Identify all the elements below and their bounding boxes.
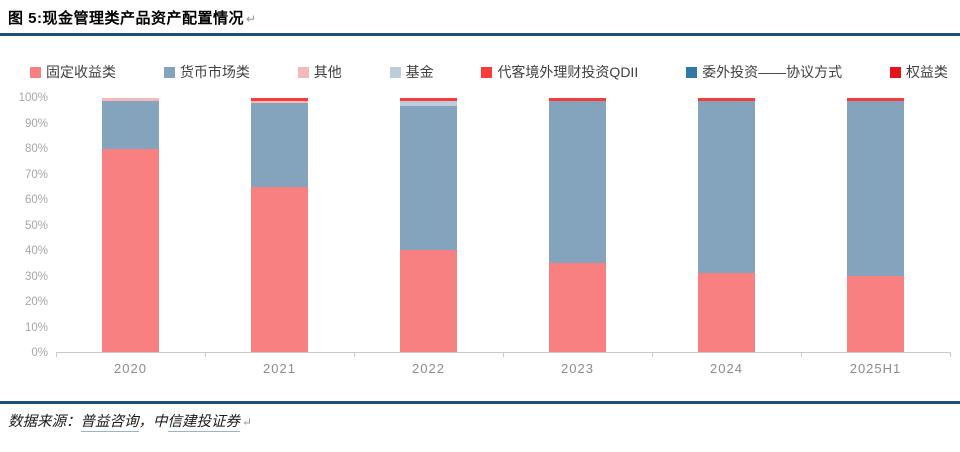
stacked-bar	[400, 98, 457, 352]
title-row: 图 5:现金管理类产品资产配置情况 ↵	[0, 0, 960, 28]
bar-segment	[698, 100, 755, 274]
stacked-bar	[549, 98, 606, 352]
x-axis-label: 2020	[114, 360, 147, 376]
y-tick-label: 80%	[24, 143, 48, 155]
legend-swatch-icon	[30, 66, 41, 78]
legend-label: 货币市场类	[179, 64, 250, 80]
legend-item: 基金	[389, 62, 434, 82]
legend-item: 固定收益类	[30, 62, 116, 82]
chart: 0% 10% 20% 30% 40% 50% 60% 70% 80% 90% 100%	[0, 92, 960, 359]
source-note: 数据来源：普益咨询，中信建投证券 ↵	[0, 404, 960, 432]
x-axis-tick	[503, 352, 504, 357]
bar-segment	[102, 100, 159, 149]
source-text: ，中	[138, 414, 168, 430]
x-axis-tick	[353, 352, 355, 357]
y-tick-label: 40%	[24, 245, 48, 257]
bar-segment	[400, 250, 457, 352]
bar-slot	[503, 98, 652, 352]
y-tick-label: 50%	[24, 219, 48, 232]
x-axis-tick	[651, 352, 653, 357]
chart-legend: 固定收益类 货币市场类 其他 基金 代客境外理财投资QDII 委外投资——协议方式 权益类	[0, 62, 960, 82]
stacked-bar	[102, 98, 159, 352]
y-tick-label: 0%	[31, 347, 48, 359]
legend-label: 权益类	[905, 64, 948, 80]
legend-swatch-icon	[389, 66, 401, 78]
bar-segment	[549, 100, 606, 264]
x-axis-label: 2021	[263, 360, 296, 376]
x-axis-label: 2024	[710, 360, 743, 376]
bar-segment	[102, 98, 159, 101]
bar-slot	[205, 98, 354, 352]
bar-segment	[549, 263, 606, 352]
bar-slot	[801, 98, 950, 352]
legend-item: 其他	[297, 62, 342, 82]
legend-item: 委外投资——协议方式	[686, 62, 842, 82]
paragraph-mark-icon: ↵	[242, 415, 253, 429]
legend-label: 代客境外理财投资QDII	[497, 64, 639, 80]
legend-swatch-icon	[163, 66, 175, 78]
bar-segment	[251, 100, 308, 104]
source-link[interactable]: 普益咨询	[80, 414, 139, 432]
stacked-bar	[698, 98, 755, 352]
bar-segment	[698, 98, 755, 101]
bar-segment	[102, 148, 159, 352]
bottom-divider	[0, 401, 960, 404]
legend-label: 委外投资——协议方式	[702, 64, 843, 80]
legend-item: 代客境外理财投资QDII	[481, 62, 638, 82]
source-link[interactable]: 信建投证券	[167, 414, 240, 432]
y-tick-label: 60%	[24, 194, 48, 206]
x-axis-tick	[56, 352, 57, 357]
legend-swatch-icon	[889, 66, 901, 78]
bar-segment	[549, 98, 606, 101]
x-axis-label: 2022	[412, 360, 445, 376]
bar-segment	[251, 186, 308, 352]
bar-segment	[400, 105, 457, 251]
y-tick-label: 20%	[24, 296, 48, 308]
legend-swatch-icon	[297, 66, 309, 78]
legend-swatch-icon	[481, 66, 493, 78]
bar-segment	[251, 103, 308, 187]
x-axis-label: 2023	[561, 360, 594, 376]
y-tick-label: 30%	[24, 270, 48, 283]
legend-swatch-icon	[686, 66, 698, 78]
top-divider	[0, 33, 960, 36]
bar-segment	[251, 98, 308, 101]
stacked-bar	[847, 98, 904, 352]
bar-segment	[847, 100, 904, 276]
bar-segment	[847, 98, 904, 101]
x-axis-tick	[204, 352, 206, 357]
source-text: 数据来源：	[8, 414, 81, 430]
bar-slot	[652, 98, 801, 352]
x-axis-label: 2025H1	[849, 360, 902, 376]
bar-slot	[56, 98, 205, 352]
y-tick-label: 70%	[24, 168, 48, 181]
bar-segment	[698, 273, 755, 352]
page-title: 图 5:现金管理类产品资产配置情况	[8, 10, 245, 27]
legend-label: 其他	[313, 64, 342, 80]
y-tick-label: 10%	[24, 321, 48, 334]
bar-segment	[400, 100, 457, 106]
y-tick-label: 100%	[18, 92, 48, 104]
x-axis-tick	[801, 352, 802, 357]
x-axis-labels: 2020 2021 2022 2023 2024 2025H1	[56, 353, 960, 383]
y-axis: 0% 10% 20% 30% 40% 50% 60% 70% 80% 90% 100%	[0, 92, 56, 359]
y-tick-label: 90%	[24, 117, 48, 130]
bar-slots	[56, 98, 950, 352]
x-axis-tick	[950, 352, 951, 357]
legend-label: 基金	[405, 64, 434, 80]
plot-area	[56, 98, 951, 357]
legend-label: 固定收益类	[46, 64, 116, 80]
stacked-bar	[251, 98, 308, 352]
legend-item: 权益类	[889, 62, 948, 82]
legend-item: 货币市场类	[163, 62, 250, 82]
bar-slot	[354, 98, 503, 352]
bar-segment	[847, 275, 904, 352]
paragraph-mark-icon: ↵	[246, 12, 257, 26]
bar-segment	[400, 98, 457, 101]
